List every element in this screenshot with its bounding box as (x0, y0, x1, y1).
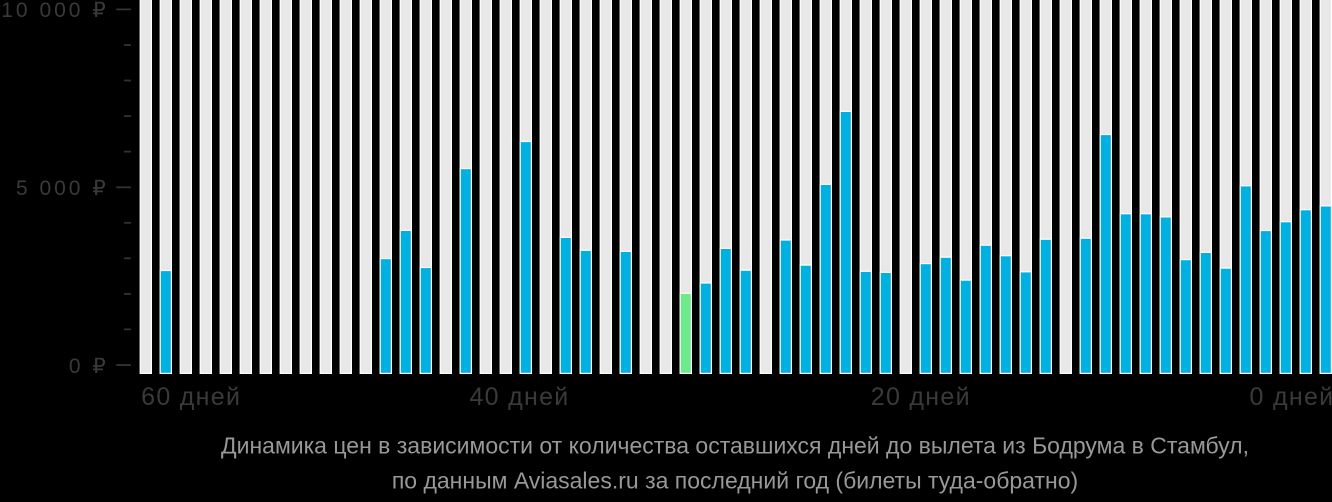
svg-text:60 дней: 60 дней (141, 383, 241, 411)
svg-text:40 дней: 40 дней (469, 383, 569, 411)
svg-text:Динамика цен в зависимости от: Динамика цен в зависимости от количества… (221, 432, 1249, 458)
svg-text:5 000 ₽: 5 000 ₽ (16, 177, 109, 200)
svg-text:10 000 ₽: 10 000 ₽ (1, 0, 108, 22)
svg-text:по данным Aviasales.ru за посл: по данным Aviasales.ru за последний год … (392, 468, 1078, 494)
svg-text:0 ₽: 0 ₽ (69, 355, 109, 378)
svg-text:20 дней: 20 дней (871, 383, 971, 411)
svg-text:0 дней: 0 дней (1250, 383, 1332, 411)
